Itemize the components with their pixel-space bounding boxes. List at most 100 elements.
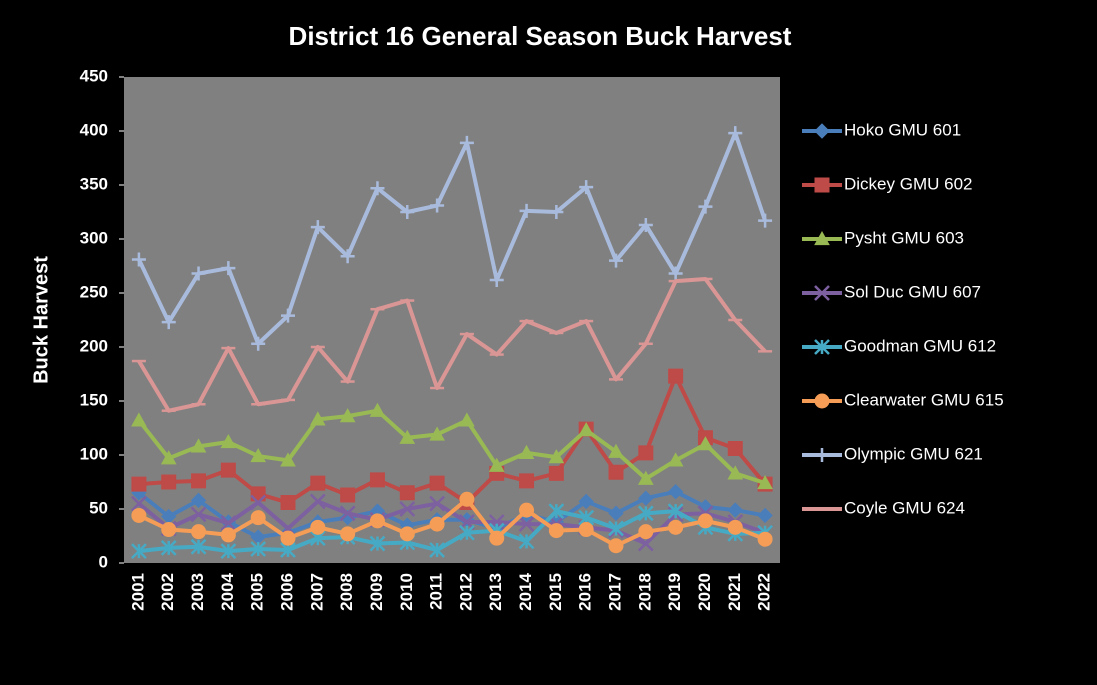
data-point [400,205,415,219]
data-point [548,449,565,464]
series-line [138,497,766,548]
data-point [399,429,416,444]
data-point [608,520,624,537]
x-tick-label: 2006 [277,573,296,611]
data-point [637,505,654,522]
data-point [518,444,535,459]
y-tick-label: 200 [80,336,108,355]
data-point [757,475,773,490]
data-point [191,473,207,489]
data-point [340,487,356,503]
legend-label: Coyle GMU 624 [844,498,965,517]
legend-marker [814,123,830,139]
data-point [339,408,356,423]
data-point [608,464,624,480]
data-point [369,402,386,417]
x-tick-label: 2022 [755,573,774,611]
series-line [137,408,766,485]
data-point [489,530,505,546]
data-point [339,505,356,522]
y-tick-label: 100 [80,444,108,463]
x-tick-label: 2015 [546,573,565,611]
data-point [161,474,177,490]
legend-marker [814,177,830,193]
legend-marker [814,230,830,246]
legend-label: Pysht GMU 603 [844,228,964,247]
data-point [667,503,684,520]
y-tick-label: 250 [80,282,108,301]
data-point [429,516,445,532]
data-point [399,485,415,501]
data-point [280,530,296,546]
data-point [190,438,207,453]
data-point [220,543,237,560]
data-point [430,198,445,213]
data-point [399,526,415,542]
data-point [757,531,773,547]
x-tick-label: 2012 [456,573,475,611]
data-point [638,490,654,506]
data-point [190,538,207,555]
data-point [220,527,236,543]
data-point [579,180,594,195]
x-tick-label: 2019 [665,573,684,611]
x-tick-label: 2013 [486,573,505,611]
y-tick-label: 0 [99,552,108,571]
data-point [369,513,385,529]
data-point [459,135,474,150]
data-point [310,220,325,235]
x-tick-label: 2011 [427,573,446,610]
legend-marker [814,393,830,409]
data-point [309,493,326,510]
data-point [667,484,684,500]
y-axis-label: Buck Harvest [30,256,52,384]
data-point [727,441,743,457]
x-tick-label: 2020 [695,573,714,611]
data-point [190,506,207,523]
y-tick-label: 50 [89,498,108,517]
data-point [608,443,624,458]
legend-label: Dickey GMU 602 [844,174,972,193]
data-point [668,519,684,535]
x-tick-label: 2007 [307,573,326,611]
data-point [221,261,236,276]
legend-label: Olympic GMU 621 [844,444,983,463]
data-point [459,524,475,541]
data-point [369,535,386,552]
data-point [697,436,714,451]
x-tick-label: 2008 [337,573,356,611]
data-point [519,203,534,218]
legend-label: Goodman GMU 612 [844,336,996,355]
data-point [668,368,684,384]
data-point [548,523,564,539]
data-point [459,412,475,427]
data-point [638,217,653,232]
data-point [518,533,535,550]
data-point [250,510,266,526]
data-point [190,492,207,509]
x-tick-label: 2002 [158,573,177,611]
data-point [757,507,773,524]
data-point [518,516,535,533]
data-point [698,199,713,214]
data-point [459,491,475,507]
data-point [549,205,564,219]
data-point [280,495,296,511]
data-point [220,515,237,531]
y-tick-label: 400 [80,120,108,139]
data-point [608,538,624,554]
data-point [727,502,743,518]
series-line [137,489,766,540]
data-point [131,495,147,512]
legend-marker [815,448,829,462]
data-point [161,522,177,538]
data-point [578,493,594,510]
data-point [728,126,743,141]
data-point [220,462,236,478]
y-tick-label: 300 [80,228,108,247]
data-point [429,475,445,491]
series-line [138,509,766,554]
y-tick-label: 150 [80,390,108,409]
y-tick-label: 450 [80,66,108,85]
x-tick-label: 2014 [516,572,535,610]
